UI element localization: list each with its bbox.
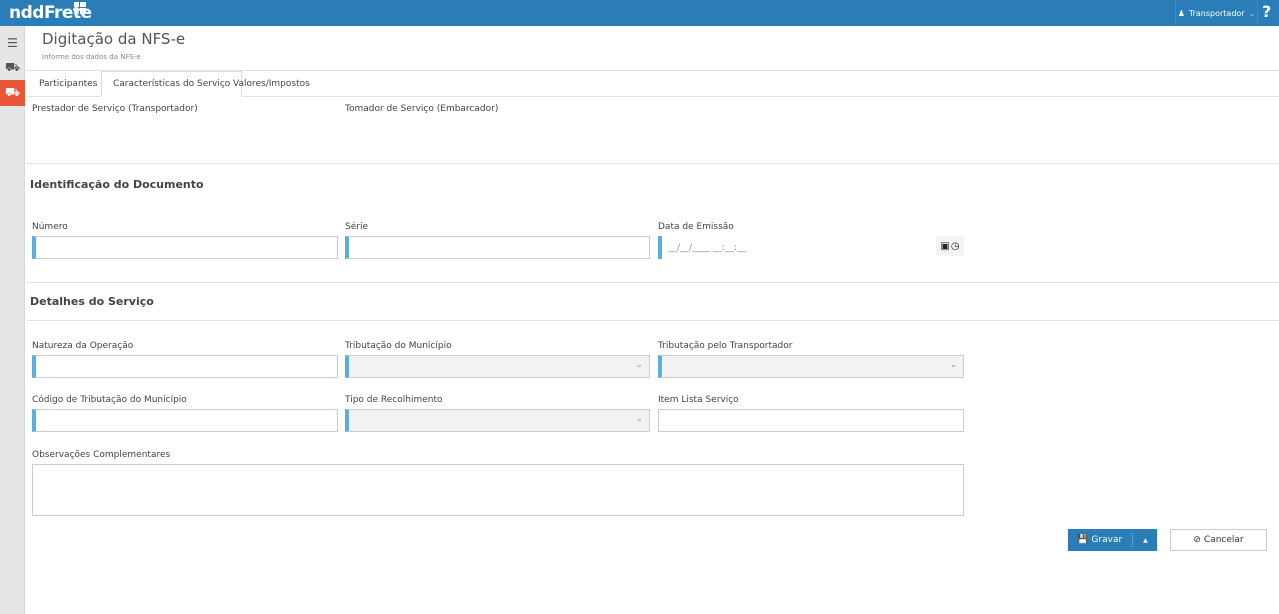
user-menu[interactable]: ♟ Transportador ⌄	[1175, 0, 1258, 26]
natureza-input[interactable]	[32, 355, 338, 378]
numero-input[interactable]	[32, 236, 338, 259]
natureza-label: Natureza da Operação	[32, 341, 134, 351]
save-label: Gravar	[1091, 535, 1123, 545]
sidebar: ☰ ⛟ ⛟	[0, 26, 25, 614]
numero-label: Número	[32, 222, 68, 232]
save-icon: 💾	[1077, 535, 1089, 545]
section-detalhes: Detalhes do Serviço	[30, 295, 154, 308]
chevron-down-icon: ⌄	[1248, 8, 1256, 18]
caret-up-icon[interactable]: ▲	[1143, 536, 1148, 544]
item-lista-input[interactable]	[658, 409, 964, 432]
help-button[interactable]: ?	[1262, 2, 1272, 21]
observacoes-label: Observações Complementares	[32, 450, 171, 460]
cancel-icon: ⊘	[1193, 535, 1201, 545]
truck-icon[interactable]: ⛟	[4, 60, 21, 74]
cancel-button[interactable]: ⊘ Cancelar	[1170, 529, 1267, 551]
cancel-label: Cancelar	[1203, 535, 1244, 545]
item-lista-label: Item Lista Serviço	[658, 395, 739, 405]
truck-document-icon[interactable]: ⛟	[0, 80, 25, 106]
user-name: Transportador	[1188, 8, 1245, 18]
logo[interactable]: nddFrete	[9, 3, 92, 23]
chevron-down-icon: ⌄	[949, 360, 957, 370]
divider	[26, 320, 1279, 321]
save-button[interactable]: 💾 Gravar ▲	[1068, 529, 1157, 551]
divider	[26, 282, 1279, 283]
tipo-recolhimento-select[interactable]: ⌄	[345, 409, 650, 432]
trib-municipio-label: Tributação do Município	[345, 341, 452, 351]
tab-valores-impostos[interactable]: Valores/Impostos	[233, 79, 310, 89]
observacoes-textarea[interactable]	[32, 464, 964, 516]
trib-transportador-select[interactable]: ⌄	[658, 355, 964, 378]
tomador-label: Tomador de Serviço (Embarcador)	[345, 104, 499, 114]
tipo-recolhimento-label: Tipo de Recolhimento	[345, 395, 443, 405]
top-bar: nddFrete ♟ Transportador ⌄ ?	[0, 0, 1279, 26]
data-emissao-input[interactable]: __/__/____ __:__:__	[658, 236, 936, 259]
tab-caracteristicas[interactable]: Características do Serviço	[101, 71, 243, 97]
page-subtitle: Informe dos dados da NFS-e	[42, 53, 141, 61]
logo-mark-icon	[74, 2, 86, 14]
chevron-down-icon: ⌄	[635, 414, 643, 424]
page-title: Digitação da NFS-e	[42, 30, 186, 48]
clock-icon[interactable]: ◷	[950, 240, 960, 252]
section-identificacao: Identificação do Documento	[30, 178, 204, 191]
codigo-trib-input[interactable]	[32, 409, 338, 432]
serie-label: Série	[345, 222, 368, 232]
data-emissao-label: Data de Emissão	[658, 222, 734, 232]
menu-icon[interactable]: ☰	[7, 36, 18, 50]
tab-participantes[interactable]: Participantes	[39, 79, 98, 89]
codigo-trib-label: Código de Tributação do Município	[32, 395, 187, 405]
trib-transportador-label: Tributação pelo Transportador	[658, 341, 793, 351]
chevron-down-icon: ⌄	[635, 360, 643, 370]
user-icon: ♟	[1177, 8, 1185, 18]
prestador-label: Prestador de Serviço (Transportador)	[32, 104, 198, 114]
divider	[26, 70, 1279, 71]
calendar-icon[interactable]: ▣	[940, 240, 950, 252]
divider	[26, 163, 1279, 164]
trib-municipio-select[interactable]: ⌄	[345, 355, 650, 378]
serie-input[interactable]	[345, 236, 650, 259]
